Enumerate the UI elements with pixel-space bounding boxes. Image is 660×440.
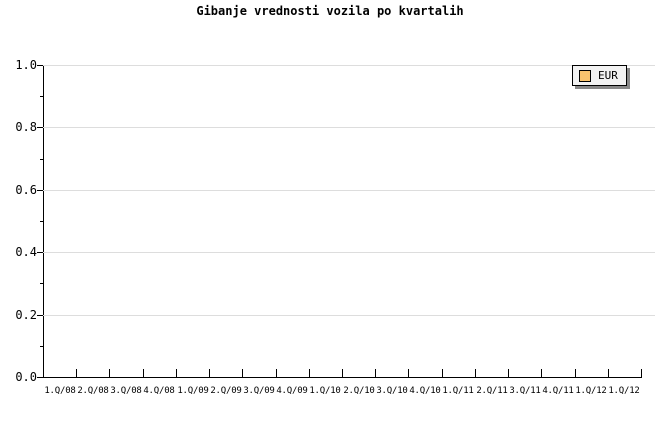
y-minor-tick <box>40 283 43 284</box>
y-major-tick <box>37 190 43 191</box>
x-tick-label: 3.Q/10 <box>376 386 408 396</box>
y-minor-tick <box>40 346 43 347</box>
x-tick-label: 2.Q/09 <box>210 386 242 396</box>
y-gridline <box>43 252 655 253</box>
y-minor-tick <box>40 159 43 160</box>
y-tick-label: 0.6 <box>15 183 37 197</box>
x-tick-label: 4.Q/10 <box>409 386 441 396</box>
x-tick <box>242 369 243 377</box>
y-major-tick <box>37 127 43 128</box>
x-tick <box>176 369 177 377</box>
y-gridline <box>43 190 655 191</box>
y-major-tick <box>37 252 43 253</box>
x-tick <box>408 369 409 377</box>
x-tick <box>309 369 310 377</box>
x-tick <box>641 369 642 377</box>
y-tick-label: 0.8 <box>15 120 37 134</box>
y-gridline <box>43 315 655 316</box>
x-tick <box>442 369 443 377</box>
x-tick <box>508 369 509 377</box>
x-tick <box>541 369 542 377</box>
x-tick <box>143 369 144 377</box>
y-gridline <box>43 65 655 66</box>
x-tick-label: 2.Q/11 <box>476 386 508 396</box>
y-tick-label: 1.0 <box>15 58 37 72</box>
x-tick <box>375 369 376 377</box>
x-tick-label: 3.Q/08 <box>110 386 142 396</box>
x-tick-label: 3.Q/11 <box>509 386 541 396</box>
chart-title: Gibanje vrednosti vozila po kvartalih <box>196 4 464 18</box>
x-tick <box>475 369 476 377</box>
x-tick-label: 1.Q/11 <box>442 386 474 396</box>
x-tick-label: 1.Q/09 <box>177 386 209 396</box>
x-tick <box>209 369 210 377</box>
x-tick-label: 2.Q/08 <box>77 386 109 396</box>
x-tick <box>575 369 576 377</box>
x-tick-label: 1.Q/12 <box>575 386 607 396</box>
x-tick-label: 2.Q/10 <box>343 386 375 396</box>
y-tick-label: 0.4 <box>15 245 37 259</box>
legend: EUR <box>572 65 627 86</box>
x-tick <box>109 369 110 377</box>
x-tick <box>608 369 609 377</box>
y-tick-label: 0.2 <box>15 308 37 322</box>
x-tick-label: 4.Q/08 <box>143 386 175 396</box>
x-tick-label: 1.Q/12 <box>608 386 640 396</box>
legend-swatch-icon <box>579 69 591 82</box>
y-minor-tick <box>40 96 43 97</box>
x-tick-label: 4.Q/11 <box>542 386 574 396</box>
y-major-tick <box>37 377 43 378</box>
x-tick-label: 1.Q/10 <box>309 386 341 396</box>
y-minor-tick <box>40 221 43 222</box>
legend-label: EUR <box>598 68 618 82</box>
x-tick <box>76 369 77 377</box>
x-tick-label: 3.Q/09 <box>243 386 275 396</box>
x-tick <box>342 369 343 377</box>
x-tick-label: 4.Q/09 <box>276 386 308 396</box>
plot-area <box>43 65 642 378</box>
x-tick <box>276 369 277 377</box>
y-major-tick <box>37 65 43 66</box>
y-major-tick <box>37 315 43 316</box>
x-tick-label: 1.Q/08 <box>44 386 76 396</box>
y-gridline <box>43 127 655 128</box>
y-tick-label: 0.0 <box>15 370 37 384</box>
